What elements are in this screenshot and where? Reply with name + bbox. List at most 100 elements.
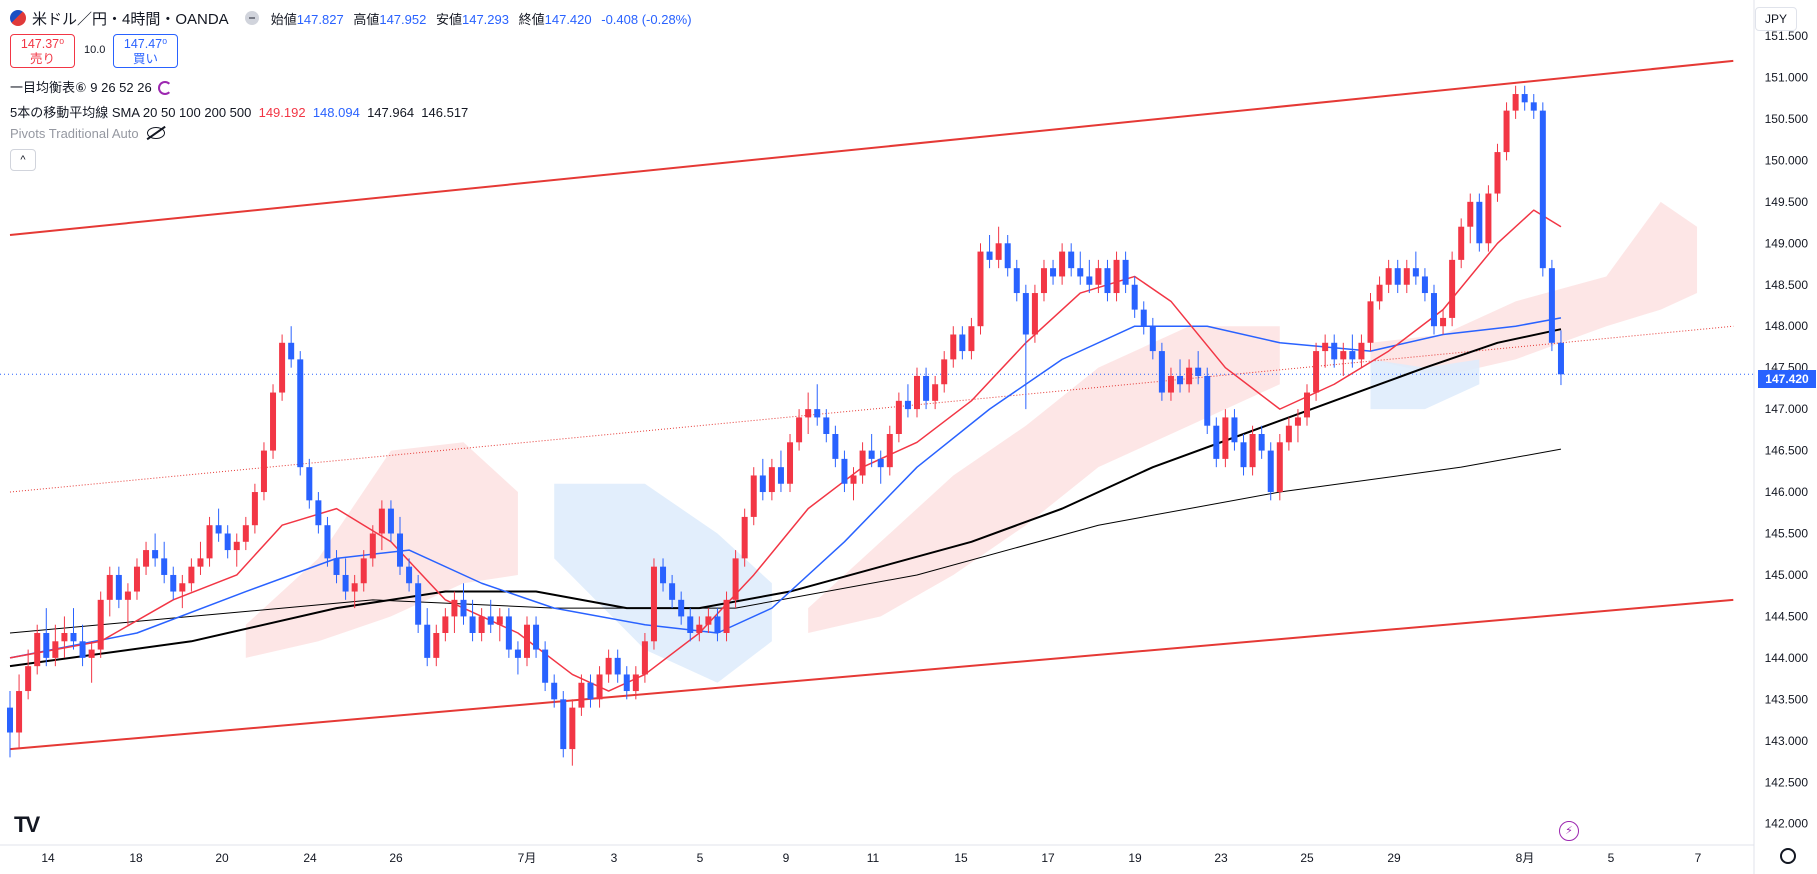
candle-body — [859, 450, 866, 476]
candle-body — [1113, 259, 1120, 294]
candle-body — [369, 533, 376, 559]
candle-body — [342, 574, 349, 592]
candle-body — [596, 674, 603, 700]
candle-body — [914, 375, 920, 410]
indicator-ichimoku[interactable]: 一目均衡表⑥ 9 26 52 26 — [10, 77, 172, 96]
price-tick-label: 142.500 — [1765, 775, 1809, 789]
time-tick-label: 5 — [697, 851, 704, 865]
candle-body — [959, 334, 966, 352]
candle-body — [787, 442, 794, 484]
candle-body — [551, 682, 558, 700]
candle-body — [650, 566, 657, 642]
sma20-line — [9, 209, 1562, 692]
candle-body — [34, 633, 41, 667]
sma100-line — [9, 328, 1562, 668]
candle-body — [805, 409, 812, 418]
indicator-sma[interactable]: 5本の移動平均線 SMA 20 50 100 200 500 149.192 1… — [10, 102, 468, 121]
candle-body — [886, 434, 893, 468]
price-tick-label: 142.000 — [1765, 817, 1809, 831]
candle-body — [469, 616, 476, 633]
candle-body — [16, 691, 23, 733]
time-tick-label: 5 — [1608, 851, 1615, 865]
sell-button[interactable]: 147.37⁰ 売り — [10, 34, 75, 68]
candle-body — [1222, 417, 1229, 459]
candle-body — [133, 566, 140, 592]
candle-body — [560, 699, 567, 750]
candle-body — [25, 666, 32, 692]
open-label: 始値 — [270, 11, 297, 27]
minimize-icon[interactable] — [244, 11, 259, 25]
buy-price: 147.47⁰ — [123, 37, 168, 51]
sma50-value: 148.094 — [312, 105, 360, 120]
pivots-label: Pivots Traditional Auto — [10, 126, 139, 141]
time-tick-label: 18 — [129, 851, 143, 865]
candle-body — [324, 525, 331, 559]
tradingview-logo[interactable]: TV — [14, 812, 40, 837]
candle-body — [1285, 425, 1292, 443]
candle-body — [1421, 276, 1428, 294]
ichimoku-label: 一目均衡表⑥ 9 26 52 26 — [10, 80, 152, 95]
candle-body — [242, 525, 249, 542]
candle-body — [1367, 301, 1374, 343]
candle-body — [523, 624, 530, 658]
indicator-pivots[interactable]: Pivots Traditional Auto — [10, 126, 165, 141]
candle-body — [1449, 259, 1456, 318]
candle-body — [170, 574, 177, 592]
candle-body — [260, 450, 267, 493]
candle-body — [7, 707, 13, 733]
time-tick-label: 8月 — [1516, 851, 1535, 865]
sma200-value: 146.517 — [421, 105, 469, 120]
candle-body — [1050, 268, 1057, 277]
settings-gear-icon[interactable] — [1780, 848, 1796, 864]
candle-body — [1530, 102, 1537, 111]
refresh-icon[interactable] — [157, 81, 172, 95]
symbol-title[interactable]: 米ドル／円・4時間・OANDA — [32, 10, 229, 28]
candle-body — [397, 533, 404, 567]
candle-body — [115, 574, 122, 600]
price-tick-label: 146.000 — [1765, 485, 1809, 499]
candle-body — [496, 616, 503, 625]
price-tick-label: 146.500 — [1765, 444, 1809, 458]
candle-body — [88, 649, 95, 658]
candle-body — [478, 616, 485, 633]
candle-body — [632, 674, 639, 692]
candle-body — [333, 558, 340, 575]
candle-body — [768, 467, 775, 493]
price-tick-label: 149.000 — [1765, 236, 1809, 250]
kumo-bull-2 — [1370, 201, 1698, 376]
lightning-icon[interactable]: ⚡ — [1559, 821, 1579, 841]
candle-body — [1186, 367, 1193, 385]
hidden-eye-icon[interactable] — [146, 127, 165, 139]
candle-body — [270, 392, 277, 451]
sma100-value: 147.964 — [367, 105, 415, 120]
candle-body — [52, 641, 59, 658]
candle-body — [995, 243, 1002, 260]
currency-unit-button[interactable]: JPY — [1755, 7, 1797, 31]
high-label: 高値 — [353, 11, 380, 27]
candle-body — [297, 359, 304, 468]
candle-body — [605, 657, 612, 675]
time-tick-label: 25 — [1300, 851, 1314, 865]
price-tick-label: 143.500 — [1765, 692, 1809, 706]
candle-body — [796, 417, 803, 443]
candle-body — [968, 326, 975, 352]
time-tick-label: 11 — [867, 851, 880, 865]
candle-body — [1358, 342, 1365, 360]
collapse-legend-button[interactable]: ^ — [10, 149, 36, 171]
candle-body — [1095, 268, 1102, 285]
candle-body — [977, 251, 984, 327]
time-tick-label: 3 — [611, 851, 618, 865]
candle-body — [387, 508, 394, 534]
last-price-label: 147.420 — [1758, 370, 1816, 388]
candle-body — [1476, 201, 1483, 244]
candle-body — [1521, 94, 1528, 103]
chart-header: 米ドル／円・4時間・OANDA 始値147.827 高値147.952 安値14… — [0, 0, 692, 36]
candle-body — [678, 599, 685, 617]
candle-body — [152, 550, 159, 559]
buy-button[interactable]: 147.47⁰ 買い — [113, 34, 178, 68]
price-axis-bg — [1754, 0, 1817, 874]
candle-body — [315, 500, 322, 526]
sell-price: 147.37⁰ — [20, 37, 65, 51]
candle-body — [179, 583, 186, 592]
